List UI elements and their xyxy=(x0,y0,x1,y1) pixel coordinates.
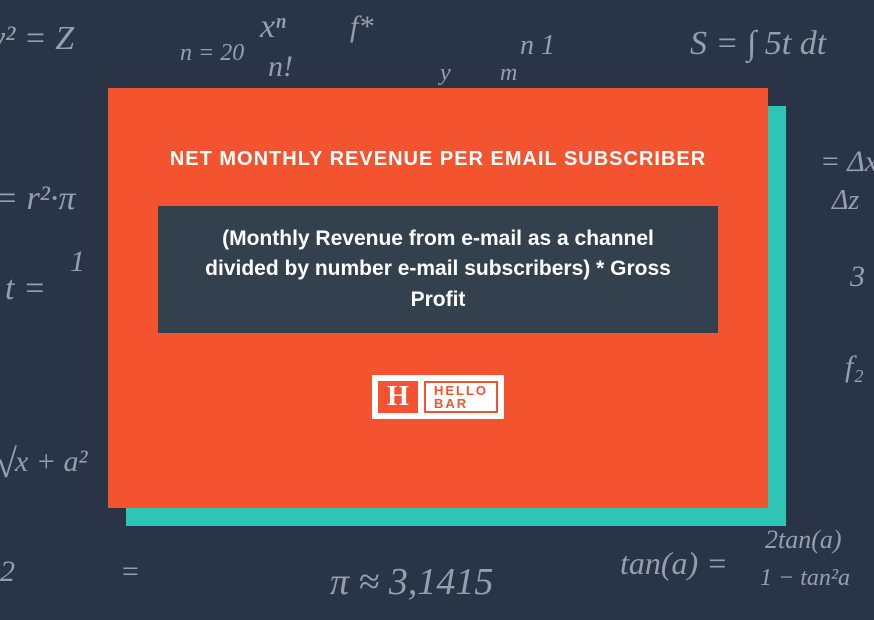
bg-formula: t = xyxy=(5,270,46,308)
bg-formula: n 1 xyxy=(520,30,555,62)
bg-formula: S = ∫ 5t dt xyxy=(690,25,826,63)
bg-formula: = xyxy=(120,555,140,589)
bg-formula: tan(a) = xyxy=(620,545,728,582)
bg-formula: n! xyxy=(268,50,293,84)
bg-formula: = r²·π xyxy=(0,180,75,218)
bg-formula: y² = Z xyxy=(0,20,74,58)
bg-formula: n = 20 xyxy=(180,40,244,67)
bg-formula: m xyxy=(500,60,517,87)
bg-formula: f₂ xyxy=(845,350,864,384)
bg-formula: 2 xyxy=(0,555,15,589)
bg-formula: Δz xyxy=(832,185,859,217)
bg-formula: y xyxy=(440,60,451,87)
hellobar-logo: H HELLO BAR xyxy=(370,373,506,421)
bg-formula: = Δx xyxy=(820,145,874,179)
bg-formula: √ xyxy=(0,440,17,487)
logo-line2: BAR xyxy=(434,397,488,411)
bg-formula: 1 xyxy=(70,245,85,279)
bg-formula: x + a² xyxy=(15,445,88,479)
bg-formula: 1 − tan²a xyxy=(760,565,850,592)
bg-formula: π ≈ 3,1415 xyxy=(330,560,493,604)
bg-formula: f* xyxy=(350,10,373,44)
bg-formula: 2tan(a) xyxy=(765,525,842,555)
logo-text: HELLO BAR xyxy=(424,381,498,413)
formula-box: (Monthly Revenue from e-mail as a channe… xyxy=(158,206,718,333)
card-title: NET MONTHLY REVENUE PER EMAIL SUBSCRIBER xyxy=(170,148,706,171)
logo-h-icon: H xyxy=(378,381,418,413)
bg-formula: xⁿ xyxy=(260,8,286,46)
logo-line1: HELLO xyxy=(434,384,488,398)
bg-formula: 3 xyxy=(850,260,865,294)
info-card: NET MONTHLY REVENUE PER EMAIL SUBSCRIBER… xyxy=(108,88,768,508)
